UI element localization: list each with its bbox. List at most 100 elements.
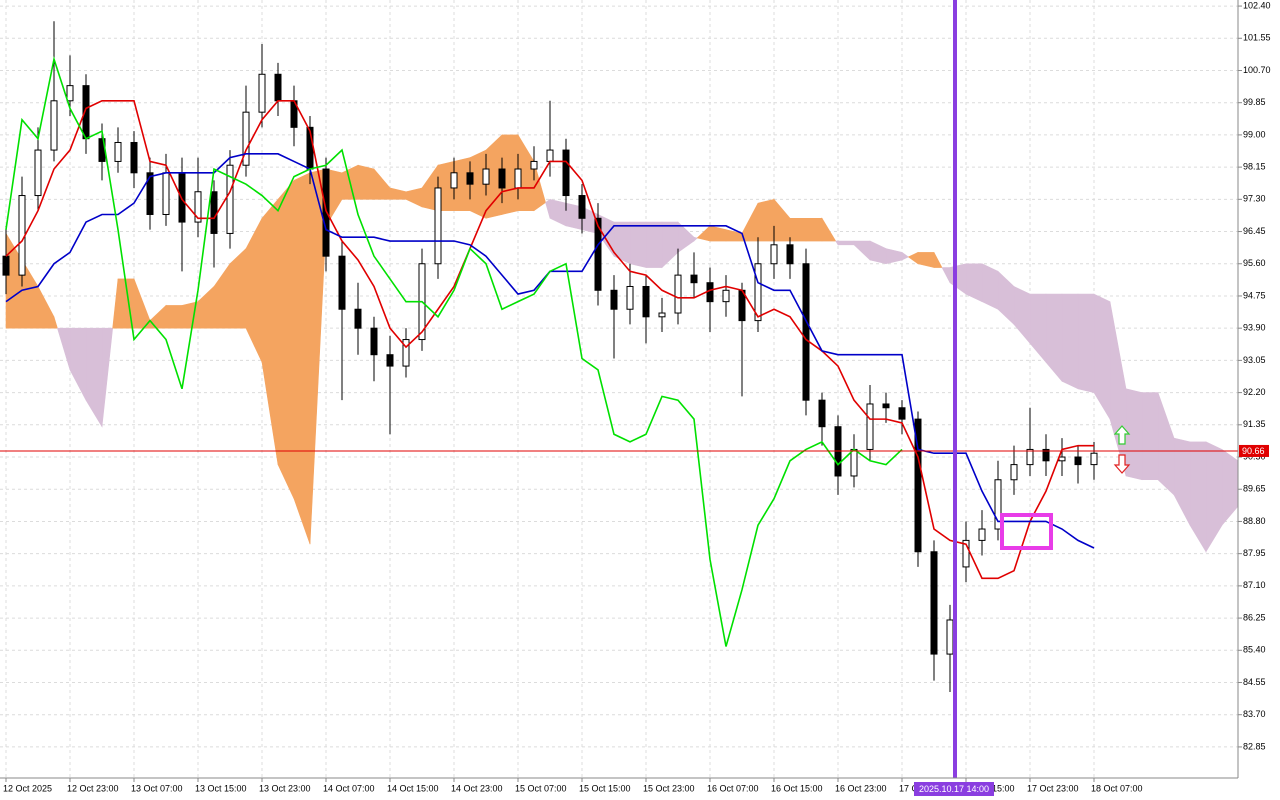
cloud-segment bbox=[101, 327, 114, 427]
down-arrow bbox=[1113, 454, 1131, 474]
candle-body bbox=[530, 160, 538, 170]
candle-body bbox=[354, 308, 362, 329]
x-tick-label: 13 Oct 15:00 bbox=[195, 783, 247, 793]
candle-body bbox=[34, 149, 42, 197]
candle-layer bbox=[2, 21, 1098, 692]
cloud-segment bbox=[1141, 392, 1159, 481]
x-tick-label: 12 Oct 23:00 bbox=[67, 783, 119, 793]
cloud-segment bbox=[53, 316, 58, 329]
candle-body bbox=[50, 100, 58, 151]
indicator-line bbox=[5, 100, 1094, 580]
candle-body bbox=[770, 244, 778, 265]
x-tick-label: 12 Oct 2025 bbox=[3, 783, 52, 793]
cloud-segment bbox=[293, 172, 311, 545]
candle-body bbox=[386, 354, 394, 367]
candle-body bbox=[402, 339, 410, 367]
candle-body bbox=[1010, 464, 1018, 481]
cloud-segment bbox=[821, 217, 837, 242]
candle-body bbox=[146, 172, 154, 215]
x-tick-label: 14 Oct 07:00 bbox=[323, 783, 375, 793]
candle-body bbox=[754, 263, 762, 322]
candle-body bbox=[258, 73, 266, 113]
x-tick-label: 14 Oct 23:00 bbox=[451, 783, 503, 793]
y-tick-label: 100.70 bbox=[1243, 65, 1271, 75]
y-tick-label: 94.75 bbox=[1243, 290, 1266, 300]
cloud-segment bbox=[1077, 293, 1095, 393]
candle-body bbox=[818, 399, 826, 428]
y-tick-label: 96.45 bbox=[1243, 226, 1266, 236]
candle-body bbox=[514, 168, 522, 189]
y-tick-label: 86.25 bbox=[1243, 612, 1266, 622]
y-tick-label: 85.40 bbox=[1243, 645, 1266, 655]
x-tick-label: 16 Oct 15:00 bbox=[771, 783, 823, 793]
cursor-label: 2025.10.17 14:00 bbox=[919, 784, 989, 794]
candle-body bbox=[274, 73, 282, 102]
y-tick-label: 83.70 bbox=[1243, 709, 1266, 719]
cloud-segment bbox=[693, 236, 698, 242]
y-tick-label: 99.00 bbox=[1243, 129, 1266, 139]
y-tick-label: 87.95 bbox=[1243, 548, 1266, 558]
cloud-segment bbox=[805, 217, 823, 242]
y-tick-label: 98.15 bbox=[1243, 161, 1266, 171]
y-tick-label: 102.40 bbox=[1243, 0, 1271, 10]
candle-body bbox=[594, 217, 602, 291]
cloud-segment bbox=[1061, 293, 1079, 390]
candle-body bbox=[322, 168, 330, 257]
candle-body bbox=[610, 289, 618, 310]
candle-body bbox=[370, 327, 378, 356]
x-tick-label: 15 Oct 23:00 bbox=[643, 783, 695, 793]
candle-body bbox=[658, 312, 666, 318]
x-tick-label: 14 Oct 15:00 bbox=[387, 783, 439, 793]
candle-body bbox=[1026, 448, 1034, 466]
price-label-box bbox=[1239, 444, 1269, 457]
x-tick-label: 13 Oct 23:00 bbox=[259, 783, 311, 793]
y-tick-label: 101.55 bbox=[1243, 33, 1271, 43]
y-tick-label: 87.10 bbox=[1243, 580, 1266, 590]
cloud-layer bbox=[5, 133, 1239, 553]
candle-body bbox=[2, 255, 10, 276]
x-tick-label: 15 Oct 15:00 bbox=[579, 783, 631, 793]
candle-body bbox=[162, 172, 170, 215]
candle-body bbox=[1074, 456, 1082, 466]
candle-body bbox=[946, 619, 954, 655]
cloud-segment bbox=[533, 161, 546, 212]
candle-body bbox=[114, 141, 122, 162]
candle-body bbox=[962, 539, 970, 568]
candle-body bbox=[450, 172, 458, 189]
cloud-segment bbox=[165, 305, 183, 329]
candle-body bbox=[786, 244, 794, 265]
y-tick-label: 84.55 bbox=[1243, 677, 1266, 687]
candle-body bbox=[434, 187, 442, 265]
x-tick-label: 16 Oct 07:00 bbox=[707, 783, 759, 793]
candle-body bbox=[978, 528, 986, 541]
candle-body bbox=[578, 195, 586, 219]
candle-body bbox=[546, 149, 554, 162]
candle-body bbox=[466, 172, 474, 185]
candle-body bbox=[706, 282, 714, 303]
cloud-segment bbox=[757, 198, 775, 242]
candle-body bbox=[562, 149, 570, 197]
cloud-segment bbox=[629, 221, 647, 268]
x-tick-label: 16 Oct 23:00 bbox=[835, 783, 887, 793]
candle-body bbox=[722, 289, 730, 303]
candle-body bbox=[930, 551, 938, 655]
up-arrow bbox=[1113, 425, 1131, 445]
candle-body bbox=[1042, 448, 1050, 462]
candle-body bbox=[882, 403, 890, 409]
y-tick-label: 89.65 bbox=[1243, 484, 1266, 494]
y-tick-label: 88.80 bbox=[1243, 516, 1266, 526]
x-axis-area bbox=[0, 778, 1280, 800]
x-tick-label: 18 Oct 07:00 bbox=[1091, 783, 1143, 793]
y-tick-label: 91.35 bbox=[1243, 419, 1266, 429]
cloud-segment bbox=[645, 221, 663, 268]
x-tick-label: 17 Oct 23:00 bbox=[1027, 783, 1079, 793]
y-tick-label: 93.05 bbox=[1243, 355, 1266, 365]
candle-body bbox=[338, 255, 346, 310]
candle-body bbox=[1090, 452, 1098, 466]
candle-body bbox=[242, 111, 250, 166]
price-label: 90.66 bbox=[1242, 446, 1265, 456]
cloud-segment bbox=[901, 251, 909, 261]
cloud-segment bbox=[837, 240, 855, 246]
candle-body bbox=[194, 191, 202, 223]
